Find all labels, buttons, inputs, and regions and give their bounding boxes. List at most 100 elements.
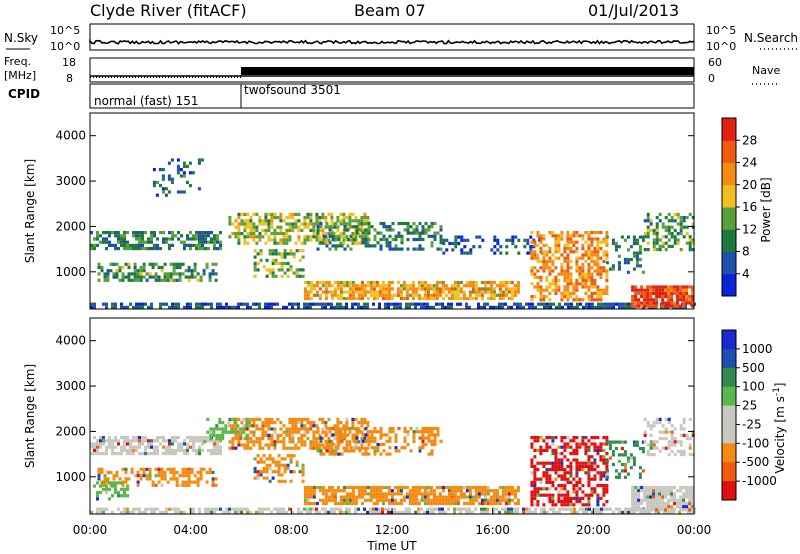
heatmap-cell [324,290,328,294]
heatmap-cell [129,439,132,443]
heatmap-cell [570,305,573,309]
heatmap-cell [408,498,412,502]
heatmap-cell [315,302,318,306]
heatmap-cell [688,285,692,289]
heatmap-cell [303,305,306,309]
heatmap-cell [551,500,555,504]
heatmap-cell [222,510,225,514]
heatmap-cell [282,446,286,450]
heatmap-cell [351,241,355,245]
heatmap-cell [120,302,123,306]
heatmap-cell [471,287,475,291]
heatmap-cell [528,302,531,306]
heatmap-cell [646,285,650,289]
heatmap-cell [513,284,517,288]
heatmap-cell [646,241,650,245]
heatmap-cell [109,262,113,266]
heatmap-cell [593,285,597,289]
heatmap-cell [498,280,502,285]
heatmap-cell [649,433,653,437]
heatmap-cell [632,443,636,447]
heatmap-cell [566,458,570,462]
heatmap-cell [667,238,671,242]
heatmap-cell [427,234,431,238]
heatmap-cell [378,293,382,297]
heatmap-cell [97,470,101,475]
heatmap-cell [205,470,209,475]
heatmap-cell [378,507,381,511]
heatmap-cell [533,503,537,507]
heatmap-cell [253,274,257,278]
heatmap-cell [325,442,329,447]
heatmap-cell [309,235,313,239]
heatmap-cell [542,256,546,260]
heatmap-cell [533,250,537,254]
heatmap-cell [316,225,320,229]
heatmap-cell [253,476,257,480]
heatmap-cell [218,437,222,441]
heatmap-cell [593,247,597,251]
heatmap-cell [178,483,182,487]
heatmap-cell [569,275,573,279]
heatmap-cell [240,222,244,226]
heatmap-cell [242,424,246,428]
heatmap-cell [566,464,570,468]
heatmap-cell [99,240,102,244]
heatmap-cell [153,507,156,511]
heatmap-cell [176,158,180,162]
heatmap-cell [599,496,603,500]
heatmap-cell [246,232,250,236]
heatmap-cell [184,269,188,273]
heatmap-cell [133,269,137,273]
heatmap-cell [93,247,96,251]
heatmap-cell [267,427,271,431]
heatmap-cell [587,458,591,462]
heatmap-cell [688,241,692,245]
heatmap-cell [282,305,285,309]
heatmap-cell [373,446,377,450]
heatmap-cell [569,240,573,244]
heatmap-cell [153,243,156,247]
heatmap-cell [587,256,591,260]
heatmap-cell [635,254,639,258]
heatmap-cell [414,290,418,294]
heatmap-cell [333,232,337,236]
heatmap-cell [147,445,150,449]
heatmap-cell [599,484,603,488]
heatmap-cell [435,495,439,499]
heatmap-cell [240,302,243,306]
heatmap-cell [154,474,158,478]
heatmap-cell [590,442,594,446]
heatmap-cell [581,237,585,241]
heatmap-cell [339,498,343,502]
heatmap-cell [429,507,432,511]
heatmap-cell [549,302,552,306]
heatmap-cell [297,421,301,425]
heatmap-cell [370,433,374,437]
heatmap-cell [141,442,144,446]
heatmap-cell [255,427,259,431]
heatmap-cell [99,452,102,456]
heatmap-cell [252,443,256,447]
heatmap-cell [582,507,585,511]
heatmap-cell [249,446,253,450]
heatmap-cell [405,510,408,514]
heatmap-cell [441,280,445,285]
heatmap-cell [626,248,630,252]
heatmap-cell [498,498,502,502]
heatmap-cell [457,241,461,246]
heatmap-cell [600,305,603,309]
heatmap-cell [357,507,360,511]
heatmap-cell [120,452,123,456]
heatmap-cell [414,305,417,309]
heatmap-cell [477,495,481,499]
heatmap-cell [637,291,641,295]
heatmap-cell [578,461,582,465]
heatmap-cell [255,417,259,421]
heatmap-cell [270,443,274,447]
heatmap-cell [523,245,527,249]
heatmap-cell [560,484,564,488]
heatmap-cell [204,510,207,514]
heatmap-cell [354,296,358,301]
heatmap-cell [403,446,407,450]
